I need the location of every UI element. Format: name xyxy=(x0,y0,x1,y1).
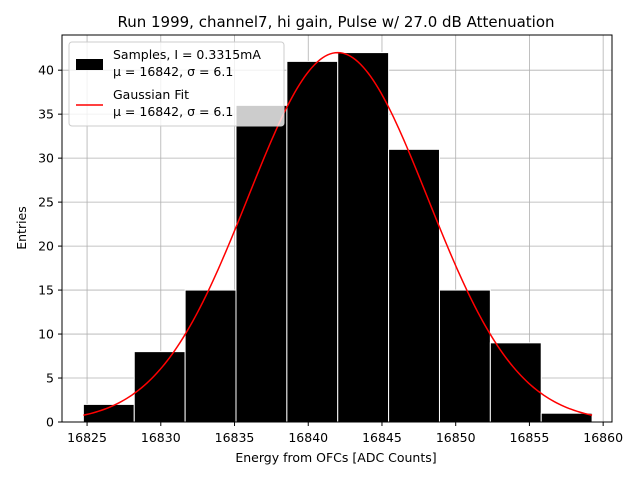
x-tick-label: 16825 xyxy=(67,430,107,445)
legend-stats-samples: μ = 16842, σ = 6.1 xyxy=(113,64,233,79)
gaussian-fit-line xyxy=(83,51,593,416)
histogram-bar xyxy=(388,148,440,423)
y-tick-label: 10 xyxy=(38,327,54,342)
x-tick-label: 16860 xyxy=(583,430,623,445)
histogram-bar xyxy=(489,342,542,423)
x-tick-label: 16850 xyxy=(436,430,476,445)
legend-stats-fit: μ = 16842, σ = 6.1 xyxy=(113,104,233,119)
histogram-bars xyxy=(82,52,593,423)
legend-label-samples: Samples, I = 0.3315mA xyxy=(113,47,261,62)
y-tick-label: 30 xyxy=(38,151,54,166)
y-tick-label: 20 xyxy=(38,239,54,254)
x-axis-label: Energy from OFCs [ADC Counts] xyxy=(235,450,436,465)
histogram-bar xyxy=(540,412,593,423)
x-tick-label: 16835 xyxy=(215,430,255,445)
histogram-bar xyxy=(438,289,491,423)
y-axis-ticks: 0 5 10 15 20 25 30 35 40 xyxy=(38,63,62,430)
y-tick-label: 0 xyxy=(46,415,54,430)
y-tick-label: 25 xyxy=(38,195,54,210)
histogram-bar xyxy=(184,289,237,423)
histogram-bar xyxy=(337,52,390,423)
x-axis-ticks: 16825 16830 16835 16840 16845 16850 16855 16860 xyxy=(67,422,623,445)
legend: Samples, I = 0.3315mA μ = 16842, σ = 6.1… xyxy=(68,41,285,127)
chart-title: Run 1999, channel7, hi gain, Pulse w/ 27… xyxy=(117,13,554,31)
legend-swatch-samples xyxy=(76,59,103,70)
x-tick-label: 16845 xyxy=(362,430,402,445)
x-tick-label: 16830 xyxy=(141,430,181,445)
histogram-bar xyxy=(235,104,288,423)
y-axis-label: Entries xyxy=(14,206,29,250)
y-tick-label: 15 xyxy=(38,283,54,298)
y-tick-label: 35 xyxy=(38,107,54,122)
x-tick-label: 16855 xyxy=(510,430,550,445)
y-tick-label: 40 xyxy=(38,63,54,78)
y-tick-label: 5 xyxy=(46,371,54,386)
legend-label-fit: Gaussian Fit xyxy=(113,87,189,102)
legend-box xyxy=(68,41,285,127)
x-tick-label: 16840 xyxy=(288,430,328,445)
plot-frame xyxy=(61,34,613,423)
histogram-bar xyxy=(286,60,339,423)
